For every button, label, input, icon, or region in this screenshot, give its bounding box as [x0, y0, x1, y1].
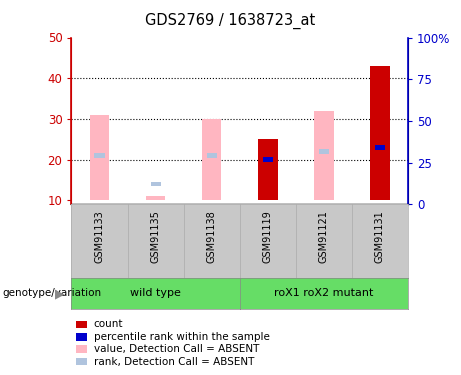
Text: GSM91133: GSM91133 [95, 210, 105, 263]
Text: count: count [94, 320, 123, 329]
Text: GSM91119: GSM91119 [263, 210, 273, 263]
Text: GSM91121: GSM91121 [319, 210, 329, 263]
Bar [314, 111, 334, 200]
Bar [202, 119, 221, 200]
Bar [258, 139, 278, 200]
Bar [90, 115, 109, 200]
Text: GSM91138: GSM91138 [207, 210, 217, 263]
Bar [146, 196, 165, 200]
Bar [95, 153, 105, 158]
Text: GDS2769 / 1638723_at: GDS2769 / 1638723_at [145, 13, 316, 29]
Text: value, Detection Call = ABSENT: value, Detection Call = ABSENT [94, 344, 259, 354]
Bar [207, 153, 217, 158]
Text: GSM91135: GSM91135 [151, 210, 160, 263]
Text: percentile rank within the sample: percentile rank within the sample [94, 332, 270, 342]
Text: wild type: wild type [130, 288, 181, 298]
Bar [370, 66, 390, 200]
Bar [263, 157, 273, 162]
Text: rank, Detection Call = ABSENT: rank, Detection Call = ABSENT [94, 357, 254, 366]
Bar [319, 149, 329, 154]
Text: genotype/variation: genotype/variation [2, 288, 101, 298]
Bar [151, 182, 160, 186]
Text: ▶: ▶ [55, 287, 65, 300]
Text: roX1 roX2 mutant: roX1 roX2 mutant [274, 288, 373, 298]
Bar [375, 145, 385, 150]
Text: GSM91131: GSM91131 [375, 210, 385, 263]
